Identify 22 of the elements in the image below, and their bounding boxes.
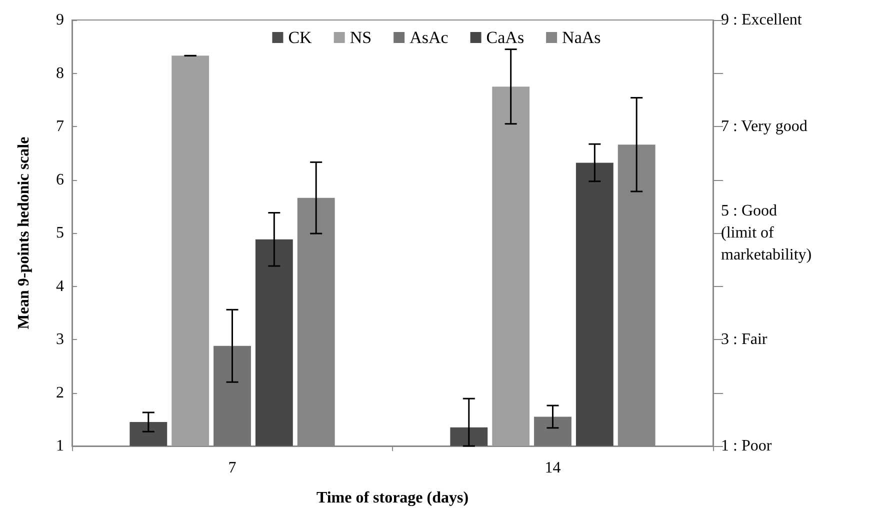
legend-label: NaAs (562, 28, 601, 47)
legend-label: NS (350, 28, 372, 47)
legend-label: CaAs (486, 28, 524, 47)
y-tick-label: 1 (56, 438, 64, 454)
x-tick-label: 14 (544, 460, 561, 476)
y-tick-label: 9 (56, 12, 64, 28)
y-tick-label: 2 (56, 384, 64, 402)
y-tick-label: 6 (56, 171, 64, 188)
y-tick-label: 3 (56, 331, 64, 348)
y2-tick-label: 9 : Excellent (721, 12, 802, 28)
y-tick-label: 4 (56, 278, 64, 295)
legend-label: AsAc (410, 28, 449, 47)
y2-tick-label: 3 : Fair (721, 331, 768, 348)
y-tick-label: 5 (56, 224, 64, 242)
y-axis-title: Mean 9-points hedonic scale (16, 136, 32, 330)
y2-tick-label: 7 : Very good (721, 118, 808, 135)
y2-tick-label: 1 : Poor (721, 438, 772, 454)
y-tick-label: 8 (56, 64, 64, 82)
y2-tick-label: 5 : Good (limit of marketability) (721, 202, 812, 264)
x-axis-title: Time of storage (days) (316, 490, 469, 506)
legend-label: CK (288, 28, 313, 47)
y-tick-label: 7 (56, 118, 64, 135)
